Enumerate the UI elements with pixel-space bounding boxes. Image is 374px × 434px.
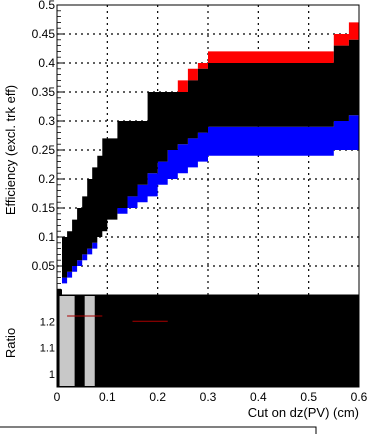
y-tick-label: 0.35	[32, 85, 56, 99]
ratio-y-ticks: 1 1.1 1.2	[40, 316, 55, 381]
ratio-y-label: Ratio	[3, 328, 18, 358]
ratio-panel: 1 1.1 1.2 0 0.1 0.2 0.3 0.4 0.5 0.6 Ratio Cut on…	[3, 294, 368, 420]
top-panel: 0.05 0.1 0.15 0.2 0.25 0.3 0.35 0.4 0.45 0.5 Effi…	[3, 0, 360, 296]
y-tick-label: 0.45	[32, 27, 56, 41]
y-tick-label: 0.4	[38, 56, 55, 70]
top-y-ticks: 0.05 0.1 0.15 0.2 0.25 0.3 0.35 0.4 0.45 0.5	[32, 0, 65, 290]
ratio-y-tick-label: 1	[49, 369, 55, 381]
y-tick-label: 0.2	[38, 172, 55, 186]
ratio-y-tick-label: 1.1	[40, 343, 55, 355]
x-tick-label: 0.5	[300, 390, 317, 404]
ratio-gray-band	[59, 296, 75, 386]
ratio-bands	[59, 296, 168, 386]
x-tick-label: 0.1	[99, 390, 116, 404]
y-tick-label: 0.25	[32, 143, 56, 157]
y-tick-label: 0.15	[32, 201, 56, 215]
y-tick-label: 0.3	[38, 114, 55, 128]
y-tick-label: 0.05	[32, 259, 56, 273]
y-axis-label: Efficiency (excl. trk eff)	[3, 85, 18, 215]
x-tick-label: 0.4	[250, 390, 267, 404]
ratio-gray-band	[84, 296, 95, 386]
series-blue-band	[57, 115, 359, 295]
x-tick-label: 0.6	[351, 390, 368, 404]
x-tick-label: 0.2	[149, 390, 166, 404]
x-tick-label: 0.3	[200, 390, 217, 404]
series-black-band	[57, 39, 359, 295]
y-tick-label: 0.1	[38, 230, 55, 244]
x-tick-label: 0	[54, 390, 61, 404]
ratio-y-tick-label: 1.2	[40, 316, 55, 328]
ratio-plot-area	[57, 295, 359, 387]
y-tick-label: 0.5	[38, 0, 55, 12]
x-ticks: 0 0.1 0.2 0.3 0.4 0.5 0.6	[54, 381, 368, 404]
x-axis-label: Cut on dz(PV) (cm)	[248, 405, 359, 420]
top-areas	[57, 22, 359, 295]
legend-box	[0, 426, 317, 434]
